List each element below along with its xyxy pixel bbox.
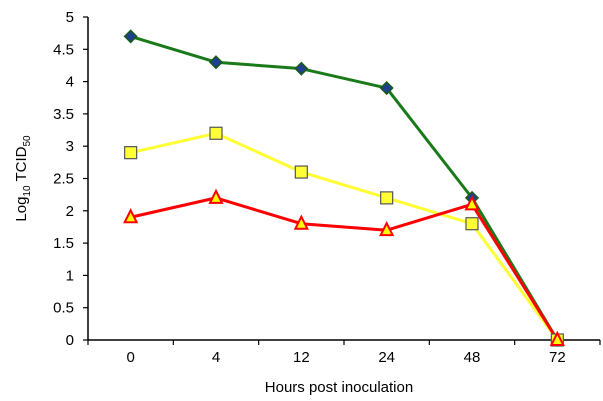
y-ticks: 0 0.5 1 1.5 2 2.5 3 3.5 4 4.5 5 — [53, 9, 88, 349]
series-layer — [123, 29, 565, 348]
y-axis-title-sub2: 50 — [22, 135, 33, 147]
series-3-point — [379, 220, 395, 237]
y-tick-label: 0 — [66, 332, 74, 349]
y-axis-title-mid: TCID — [13, 146, 30, 185]
y-tick-label: 4 — [66, 74, 74, 91]
x-tick-label: 24 — [378, 349, 395, 366]
series-1-line — [130, 34, 559, 341]
series-2-line — [130, 131, 559, 341]
x-ticks: 0 4 12 24 48 72 — [87, 340, 601, 366]
y-tick-label: 0.5 — [53, 300, 74, 317]
series-3-point — [464, 195, 480, 211]
series-2-point — [465, 217, 479, 231]
y-tick-label: 3 — [66, 138, 74, 155]
series-1-point — [379, 80, 394, 96]
series-2-point — [380, 191, 394, 205]
x-tick-label: 48 — [464, 349, 481, 366]
series-3-point — [123, 208, 139, 224]
x-tick-label: 72 — [549, 349, 566, 366]
y-tick-label: 5 — [66, 9, 74, 26]
x-tick-label: 4 — [212, 349, 220, 366]
y-tick-label: 3.5 — [53, 106, 74, 123]
series-1-point — [208, 55, 224, 70]
y-tick-label: 1.5 — [53, 235, 74, 252]
series-2-point — [294, 165, 308, 179]
series-1-point — [123, 29, 138, 44]
series-1-point — [294, 61, 309, 76]
series-3-point — [293, 214, 309, 230]
x-axis-title: Hours post inoculation — [265, 379, 413, 396]
series-3-point — [549, 330, 565, 346]
y-axis-title: Log10 TCID50 — [13, 135, 33, 222]
x-tick-label: 12 — [293, 349, 310, 366]
series-2-point — [209, 126, 223, 140]
x-tick-label: 0 — [126, 349, 134, 366]
series-3-line — [130, 196, 559, 341]
y-axis-title-prefix: Log — [13, 197, 30, 222]
y-tick-label: 1 — [66, 267, 74, 284]
y-tick-label: 2.5 — [53, 171, 74, 188]
series-3-point — [208, 188, 224, 204]
y-tick-label: 4.5 — [53, 41, 74, 58]
y-tick-label: 2 — [66, 203, 74, 220]
y-axis-title-sub1: 10 — [22, 185, 33, 197]
series-2-point — [124, 146, 138, 160]
